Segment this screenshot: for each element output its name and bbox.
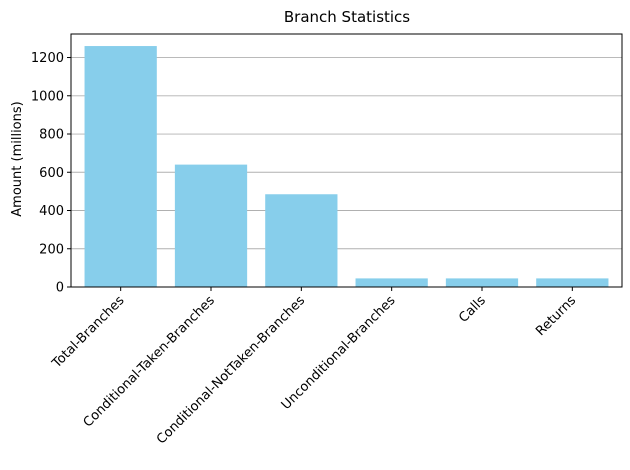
bar-conditional-nottaken-branches [265, 194, 338, 287]
y-tick-label: 1000 [31, 89, 64, 104]
bar-returns [536, 278, 609, 287]
x-tick-label: Total-Branches [49, 293, 128, 372]
chart-title: Branch Statistics [284, 8, 410, 26]
y-ticks-layer: 0 200 400 600 800 1000 1200 [31, 51, 71, 296]
grid-layer [71, 57, 622, 288]
bar-total-branches [84, 46, 157, 287]
y-tick-label: 200 [39, 242, 64, 257]
y-tick-label: 600 [39, 166, 64, 181]
x-ticks-layer: Total-BranchesConditional-Taken-Branches… [49, 287, 579, 447]
bars-layer [84, 46, 609, 287]
plot-frame [70, 33, 623, 288]
bar-unconditional-branches [355, 278, 428, 287]
y-tick-label: 800 [39, 128, 64, 143]
x-tick-label: Calls [456, 293, 489, 326]
bar-conditional-taken-branches [174, 164, 248, 287]
y-axis-label: Amount (millions) [10, 101, 25, 216]
x-tick-label: Returns [533, 293, 579, 339]
y-tick-label: 0 [56, 281, 64, 296]
y-tick-label: 1200 [31, 51, 64, 66]
bar-calls [445, 278, 519, 287]
x-tick-label: Conditional-NotTaken-Branches [154, 293, 308, 447]
y-tick-label: 400 [39, 204, 64, 219]
axes-layer [70, 33, 623, 288]
